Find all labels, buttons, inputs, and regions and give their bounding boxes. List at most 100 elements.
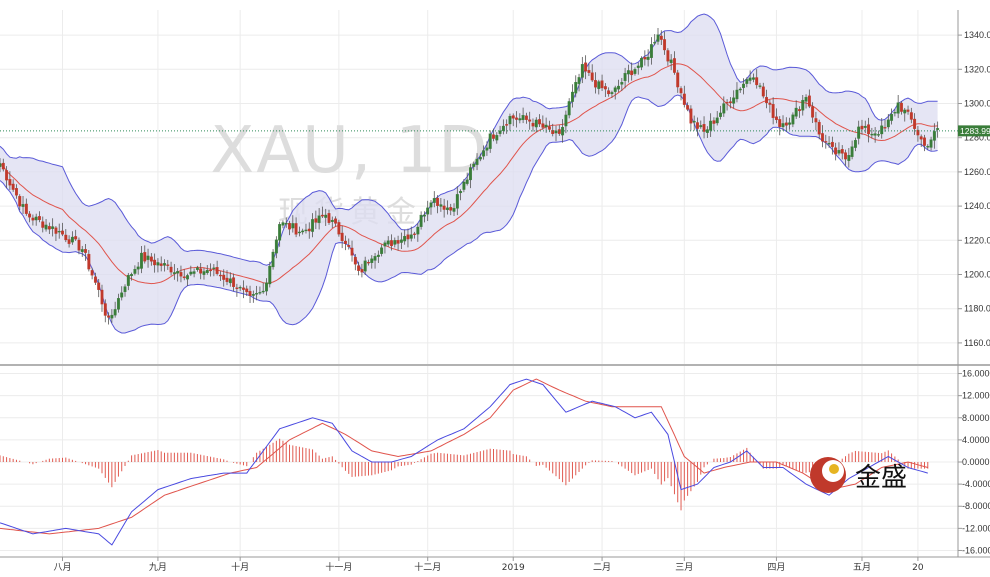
candle-body bbox=[84, 249, 87, 253]
candle-body bbox=[501, 125, 505, 131]
candlestick bbox=[130, 272, 134, 281]
candle-body bbox=[416, 226, 420, 235]
candle-body bbox=[136, 266, 140, 270]
candle-body bbox=[426, 207, 430, 215]
candle-body bbox=[327, 213, 331, 223]
candlestick bbox=[485, 141, 489, 156]
candlestick bbox=[11, 179, 15, 192]
candle-body bbox=[153, 259, 157, 266]
candle-body bbox=[110, 314, 114, 319]
candlestick bbox=[643, 50, 647, 66]
time-axis-tick-label: 二月 bbox=[593, 562, 611, 573]
candle-body bbox=[528, 119, 532, 122]
macd-axis-tick-label: 0.0000 bbox=[962, 457, 990, 467]
candle-body bbox=[511, 115, 515, 119]
candle-body bbox=[140, 252, 143, 269]
candlestick bbox=[340, 225, 344, 249]
candle-body bbox=[850, 146, 854, 157]
candlestick bbox=[314, 210, 318, 230]
candlestick bbox=[719, 105, 722, 120]
candle-body bbox=[666, 50, 670, 62]
candle-body bbox=[205, 269, 209, 274]
candle-body bbox=[603, 86, 607, 90]
candlestick bbox=[676, 69, 680, 93]
candle-body bbox=[781, 123, 785, 128]
candle-body bbox=[923, 137, 926, 146]
time-axis-tick-label: 十一月 bbox=[325, 561, 352, 573]
candle-body bbox=[765, 97, 769, 104]
candle-body bbox=[580, 64, 584, 78]
candle-body bbox=[824, 141, 828, 143]
candlestick bbox=[212, 264, 216, 277]
candlestick bbox=[850, 140, 854, 160]
candle-body bbox=[722, 103, 726, 114]
candlestick bbox=[376, 250, 380, 264]
candlestick bbox=[653, 34, 657, 46]
candlestick bbox=[413, 231, 416, 239]
logo-text: 金盛 bbox=[855, 463, 907, 493]
candlestick bbox=[867, 117, 871, 143]
candlestick bbox=[478, 153, 482, 162]
candle-body bbox=[248, 291, 252, 296]
candlestick bbox=[268, 261, 272, 288]
candle-body bbox=[311, 219, 314, 232]
candle-body bbox=[909, 112, 913, 120]
candle-body bbox=[630, 70, 634, 76]
candle-body bbox=[465, 179, 469, 184]
macd-axis-tick-label: -8.0000 bbox=[962, 501, 990, 511]
candlestick bbox=[765, 89, 769, 109]
candlestick bbox=[103, 299, 107, 323]
candlestick bbox=[821, 125, 824, 148]
candle-body bbox=[932, 131, 936, 141]
candlestick bbox=[524, 112, 528, 124]
candle-body bbox=[913, 118, 917, 129]
candlestick bbox=[64, 229, 68, 243]
candle-body bbox=[488, 133, 492, 149]
candlestick bbox=[228, 272, 232, 287]
candlestick bbox=[689, 105, 693, 131]
candle-body bbox=[169, 266, 173, 273]
candle-body bbox=[498, 130, 502, 134]
candlestick bbox=[57, 223, 61, 239]
candle-body bbox=[442, 205, 446, 210]
candle-body bbox=[636, 65, 640, 68]
candle-body bbox=[413, 233, 416, 235]
candle-body bbox=[54, 227, 58, 234]
candlestick bbox=[742, 78, 745, 95]
candle-body bbox=[304, 229, 308, 232]
candlestick bbox=[172, 264, 176, 280]
candle-body bbox=[834, 147, 838, 155]
candlestick bbox=[844, 149, 847, 166]
candlestick bbox=[728, 97, 732, 109]
candlestick bbox=[189, 265, 193, 276]
candle-body bbox=[538, 119, 542, 125]
candlestick bbox=[353, 253, 357, 271]
candle-body bbox=[788, 122, 792, 125]
price-y-axis: 1340.0 1320.0 1300.0 1280.0 1260.0 1240.0 1220… bbox=[958, 30, 990, 348]
candle-body bbox=[390, 240, 393, 247]
candlestick bbox=[620, 77, 624, 92]
candlestick bbox=[222, 269, 226, 287]
candle-body bbox=[574, 81, 578, 94]
candlestick bbox=[281, 220, 285, 229]
candlestick bbox=[436, 195, 440, 214]
candlestick bbox=[649, 37, 653, 65]
candlestick bbox=[209, 263, 213, 277]
candlestick bbox=[488, 130, 492, 153]
candle-body bbox=[557, 129, 561, 134]
candle-body bbox=[21, 204, 25, 207]
candle-body bbox=[97, 282, 101, 290]
candle-body bbox=[11, 183, 15, 190]
candle-body bbox=[926, 146, 930, 148]
candlestick bbox=[774, 108, 778, 124]
candlestick bbox=[732, 90, 736, 109]
candlestick bbox=[610, 90, 614, 98]
candlestick bbox=[100, 284, 104, 312]
candlestick bbox=[31, 214, 35, 226]
candle-body bbox=[8, 179, 12, 186]
candle-body bbox=[38, 216, 41, 221]
candlestick bbox=[245, 285, 249, 296]
candlestick bbox=[261, 282, 265, 294]
candle-body bbox=[475, 158, 479, 165]
